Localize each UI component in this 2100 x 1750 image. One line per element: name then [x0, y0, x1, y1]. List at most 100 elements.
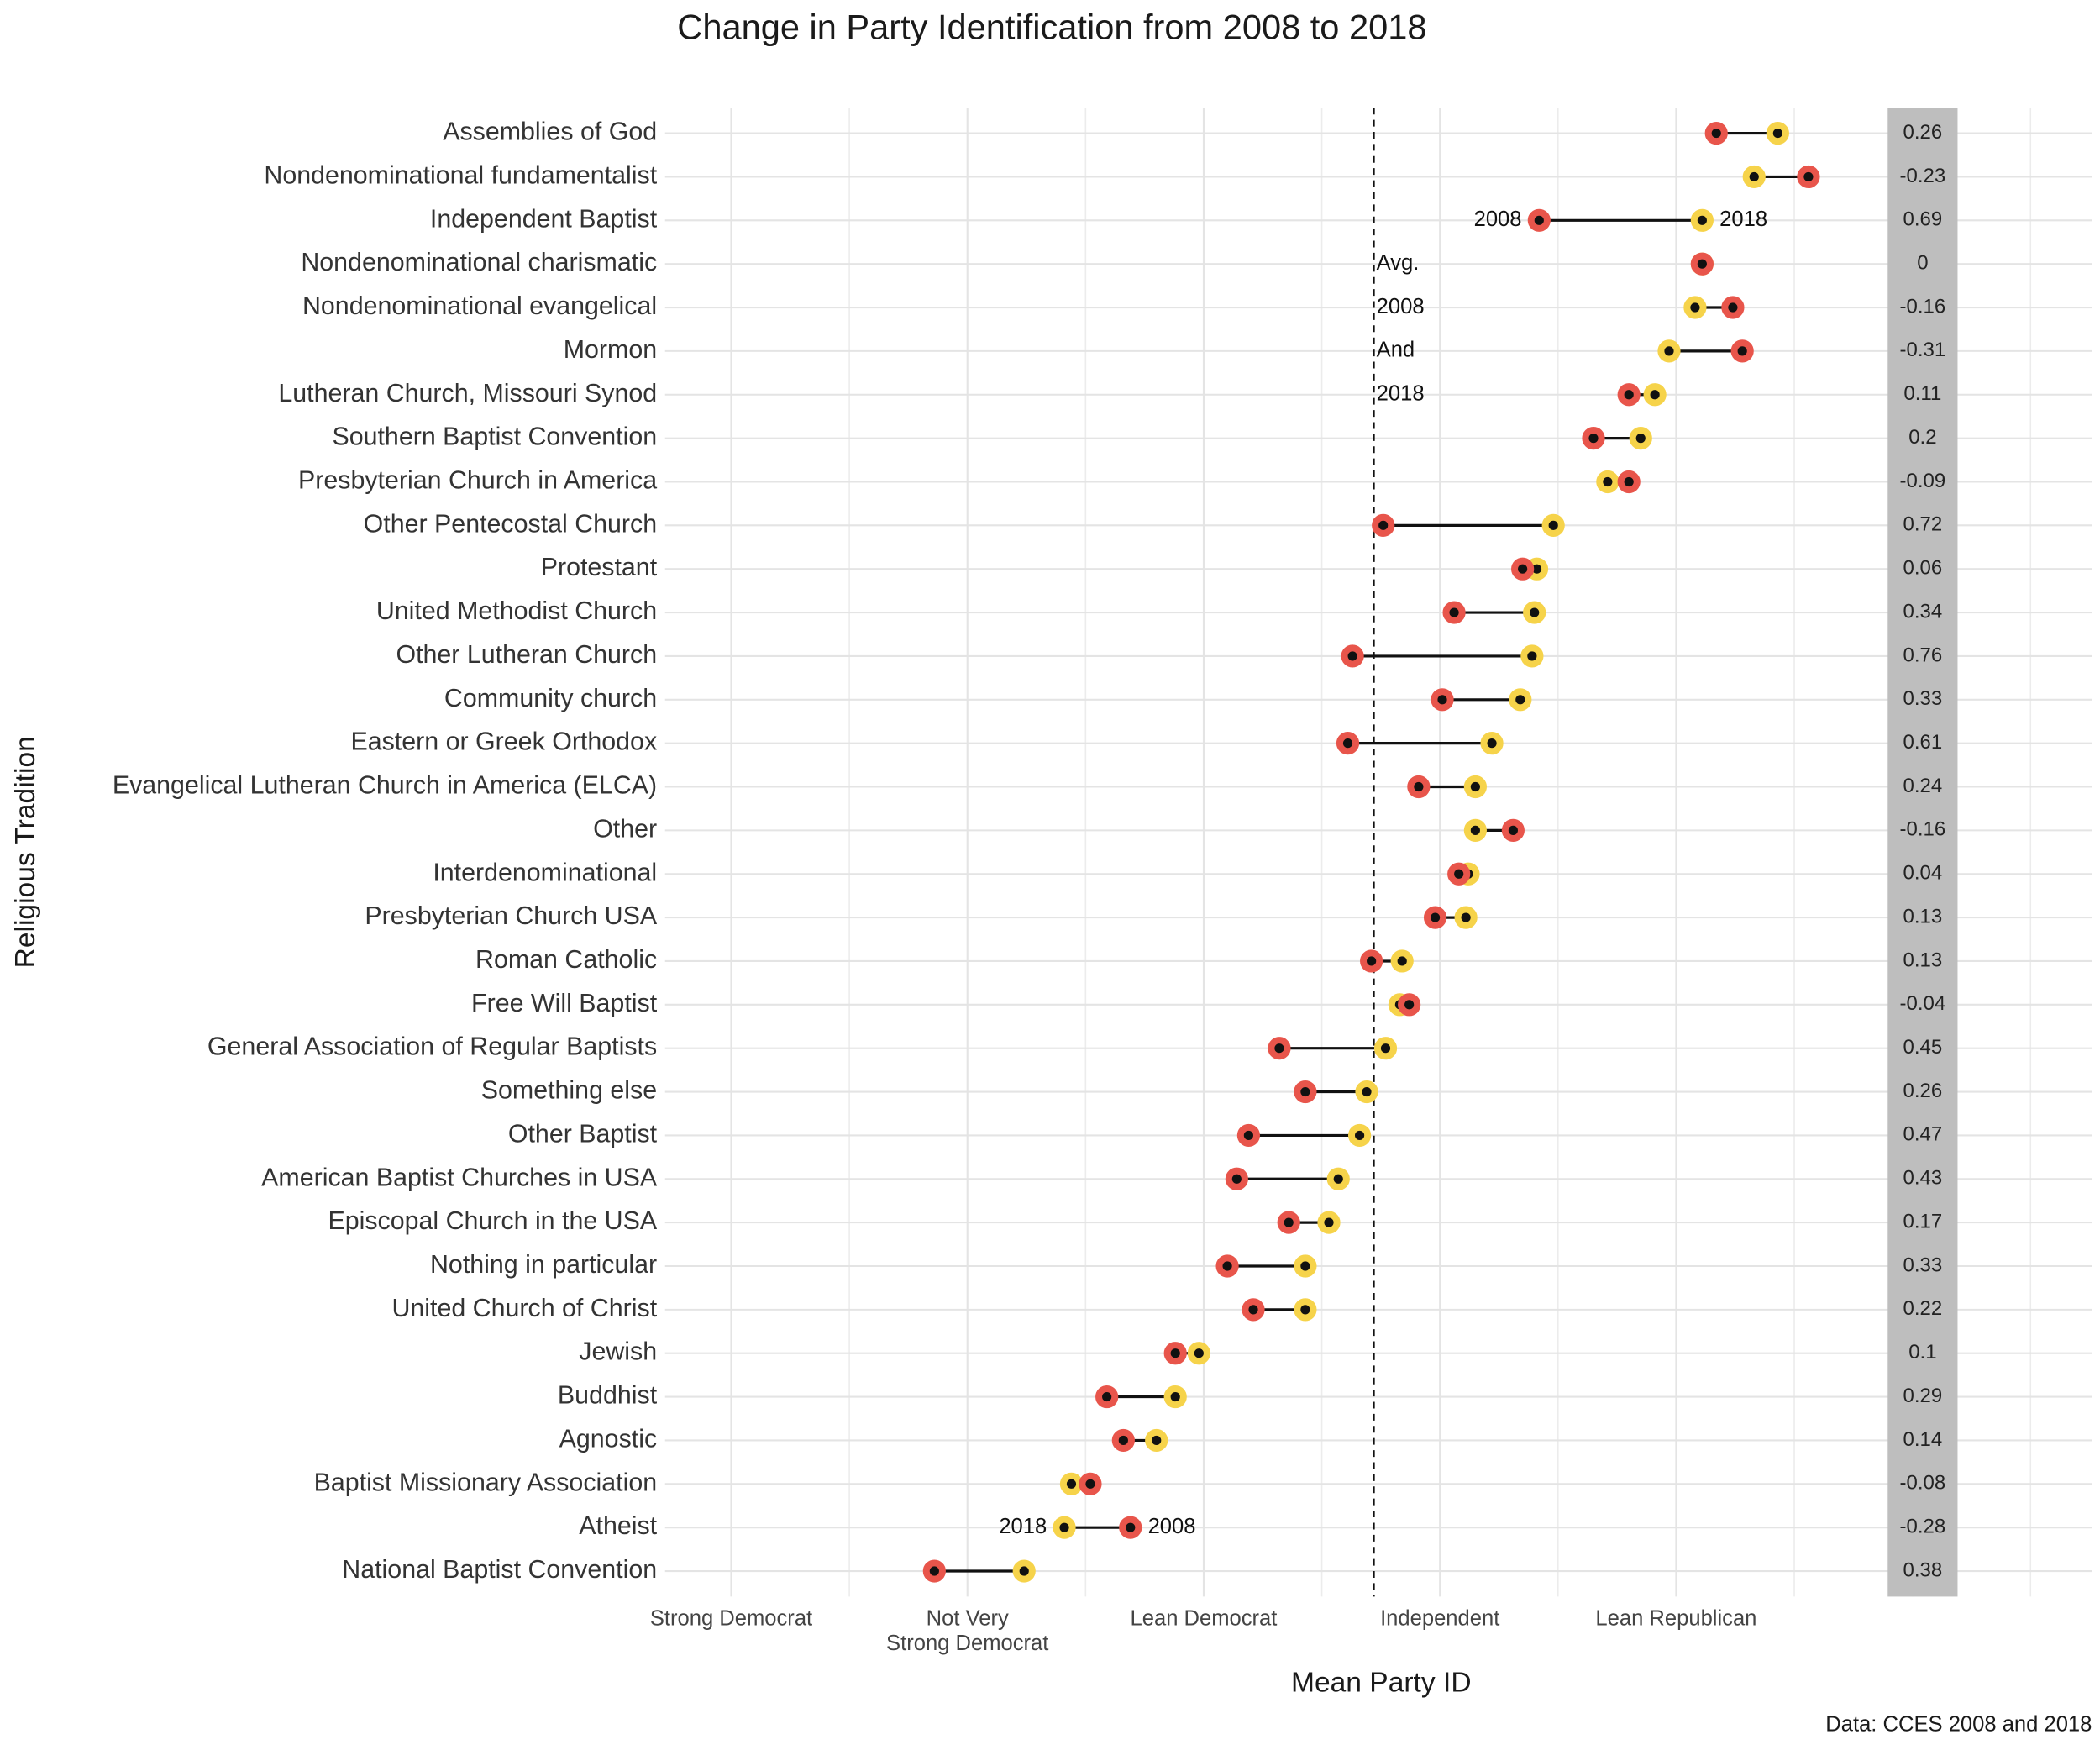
y-tick-label: Roman Catholic: [475, 945, 657, 974]
y-tick-label: Presbyterian Church in America: [298, 466, 657, 495]
y-tick-label: Independent Baptist: [430, 204, 658, 233]
point-0: [1242, 1298, 1265, 1322]
x-tick-label: Strong Democrat: [650, 1606, 812, 1630]
x-tick-label: Not Very Strong Democrat: [886, 1606, 1048, 1654]
difference-label: 0.45: [1903, 1036, 1943, 1059]
point-0: [1398, 993, 1421, 1017]
y-tick-label: Interdenominational: [433, 858, 657, 886]
point-0: [1236, 1123, 1260, 1148]
point-1: [1454, 906, 1478, 929]
point-0: [1336, 732, 1360, 755]
point-0: [1730, 339, 1754, 363]
point-1: [1390, 949, 1414, 973]
difference-label: -0.16: [1900, 295, 1946, 318]
point-0: [1704, 121, 1728, 145]
point-0: [1582, 427, 1605, 450]
point-1: [1294, 1254, 1317, 1278]
y-tick-label: Assemblies of God: [443, 118, 657, 146]
point-1: [1690, 208, 1714, 232]
point-0: [1268, 1037, 1291, 1060]
difference-label: 0.61: [1903, 731, 1943, 754]
difference-label: -0.08: [1900, 1472, 1946, 1495]
difference-label: -0.23: [1900, 165, 1946, 187]
y-axis-title: Religious Tradition: [10, 736, 41, 968]
y-tick-label: Southern Baptist Convention: [332, 423, 657, 451]
y-tick-label: Nondenominational charismatic: [301, 248, 657, 276]
point-0: [1294, 1080, 1317, 1104]
difference-label: 0.72: [1903, 513, 1943, 536]
difference-label: 0.22: [1903, 1297, 1943, 1320]
point-1: [1012, 1559, 1036, 1583]
point-0: [1225, 1167, 1248, 1190]
difference-label: 0.13: [1903, 905, 1943, 928]
x-tick-label: Lean Democrat: [1131, 1606, 1278, 1630]
point-1: [1059, 1472, 1084, 1495]
difference-label: 0.11: [1903, 382, 1941, 405]
point-1: [1373, 1037, 1398, 1060]
y-tick-label: Atheist: [579, 1511, 657, 1540]
point-1: [1053, 1516, 1076, 1539]
y-tick-label: Nondenominational fundamentalist: [264, 160, 657, 189]
point-1: [1766, 121, 1789, 145]
point-1: [1163, 1385, 1187, 1409]
point-0: [1511, 557, 1535, 581]
difference-label: 0.17: [1903, 1210, 1943, 1232]
y-tick-label: Other: [593, 814, 657, 843]
point-0: [1215, 1254, 1239, 1278]
difference-label: 0.1: [1908, 1341, 1936, 1364]
point-1: [1596, 470, 1620, 494]
point-1: [1145, 1428, 1168, 1453]
point-0: [1079, 1472, 1102, 1495]
y-tick-label: United Church of Christ: [391, 1294, 657, 1322]
point-0: [1407, 775, 1431, 799]
difference-label: 0.26: [1903, 121, 1943, 144]
y-tick-label: Buddhist: [558, 1381, 658, 1410]
point-0: [922, 1559, 946, 1583]
year-annotation: 2008: [1474, 208, 1522, 231]
y-tick-label: Agnostic: [559, 1424, 658, 1453]
difference-label: -0.04: [1900, 992, 1946, 1015]
point-0: [1431, 688, 1454, 712]
point-1: [1463, 775, 1487, 799]
point-0: [1527, 208, 1551, 232]
difference-label: -0.16: [1900, 818, 1946, 841]
point-0: [1797, 165, 1820, 189]
caption: Data: CCES 2008 and 2018: [1825, 1713, 2092, 1737]
point-0: [1617, 383, 1641, 407]
point-0: [1360, 949, 1383, 973]
y-tick-label: Other Baptist: [508, 1119, 658, 1148]
difference-label: 0.13: [1903, 949, 1943, 971]
y-tick-label: Something else: [481, 1076, 657, 1105]
point-1: [1509, 688, 1532, 712]
y-tick-label: Nondenominational evangelical: [302, 292, 657, 320]
point-1: [1317, 1211, 1341, 1234]
point-0: [1111, 1428, 1135, 1453]
point-1: [1463, 818, 1487, 842]
difference-label: 0.26: [1903, 1080, 1943, 1102]
difference-panel: [1887, 108, 1958, 1597]
difference-label: -0.28: [1900, 1516, 1946, 1538]
point-0: [1721, 296, 1745, 319]
chart-title: Change in Party Identification from 2008…: [677, 7, 1426, 46]
difference-label: 0.14: [1903, 1428, 1943, 1451]
difference-label: 0.04: [1903, 862, 1943, 885]
point-0: [1163, 1342, 1187, 1365]
difference-label: 0.33: [1903, 1253, 1943, 1276]
point-0: [1690, 252, 1714, 276]
point-1: [1480, 732, 1504, 755]
difference-label: 0.76: [1903, 644, 1943, 666]
difference-label: 0.43: [1903, 1167, 1943, 1190]
x-tick-label: Independent: [1380, 1606, 1499, 1630]
y-tick-label: General Association of Regular Baptists: [207, 1033, 657, 1061]
difference-label: 0.06: [1903, 557, 1943, 580]
x-axis-title: Mean Party ID: [1291, 1667, 1472, 1698]
average-label: 2018: [1377, 382, 1425, 406]
y-tick-label: Nothing in particular: [430, 1250, 657, 1279]
point-0: [1423, 906, 1447, 929]
difference-label: -0.31: [1900, 339, 1946, 361]
y-tick-label: Free Will Baptist: [471, 989, 658, 1017]
difference-label: 0.34: [1903, 600, 1943, 623]
point-0: [1442, 601, 1466, 624]
difference-label: 0.69: [1903, 208, 1943, 231]
